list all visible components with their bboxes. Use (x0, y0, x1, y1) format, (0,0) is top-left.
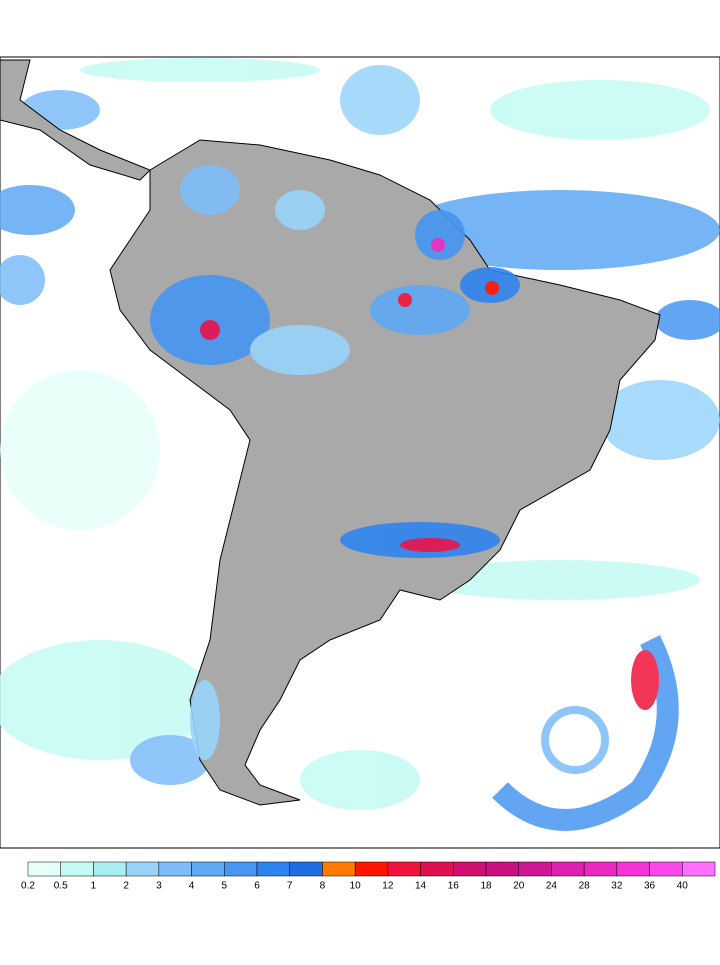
colorbar-label: 10 (350, 881, 362, 892)
colorbar-box (125, 861, 160, 877)
colorbar-label: 0.5 (54, 881, 68, 892)
colorbar-label: 2 (123, 881, 129, 892)
colorbar-box (224, 861, 258, 877)
colorbar-label: 12 (382, 881, 394, 892)
central-america (0, 59, 151, 181)
colorbar-box (583, 861, 618, 877)
colorbar-box (518, 861, 552, 877)
colorbar-label: 5 (222, 881, 228, 892)
map (0, 56, 720, 849)
colorbar-label: 24 (546, 881, 558, 892)
colorbar-box (485, 861, 519, 877)
colorbar-box (27, 861, 61, 877)
colorbar-label: 8 (320, 881, 326, 892)
ocean-precipitation (0, 58, 720, 831)
colorbar-label: 40 (677, 881, 689, 892)
colorbar-box (289, 861, 323, 877)
colorbar-box (420, 861, 454, 877)
colorbar-label: 36 (644, 881, 656, 892)
colorbar-label: 28 (579, 881, 591, 892)
colorbar-box (453, 861, 487, 877)
colorbar-label: 4 (189, 881, 195, 892)
colorbar-box (158, 861, 192, 877)
colorbar-label: 0.2 (21, 881, 35, 892)
land-precipitation (150, 165, 520, 760)
colorbar-label: 1 (91, 881, 97, 892)
colorbar-box (93, 861, 127, 877)
colorbar-box (322, 861, 356, 877)
colorbar-box (387, 861, 421, 877)
colorbar-box (191, 861, 225, 877)
colorbar: 0.2 0.5 1 2 3 4 5 6 7 8 10 12 14 16 18 20 24 28 32 36 40 (21, 861, 716, 892)
colorbar-label: 6 (254, 881, 260, 892)
colorbar-label: 7 (287, 881, 293, 892)
colorbar-label: 3 (156, 881, 162, 892)
colorbar-box (551, 861, 585, 877)
colorbar-label: 32 (611, 881, 623, 892)
colorbar-label: 14 (415, 881, 427, 892)
colorbar-box (616, 861, 650, 877)
colorbar-label: 18 (480, 881, 492, 892)
colorbar-label: 20 (513, 881, 525, 892)
colorbar-box (60, 861, 94, 877)
colorbar-label: 16 (448, 881, 460, 892)
colorbar-box (256, 861, 290, 877)
colorbar-box (649, 861, 683, 877)
colorbar-box (354, 861, 389, 877)
colorbar-box (682, 861, 716, 877)
